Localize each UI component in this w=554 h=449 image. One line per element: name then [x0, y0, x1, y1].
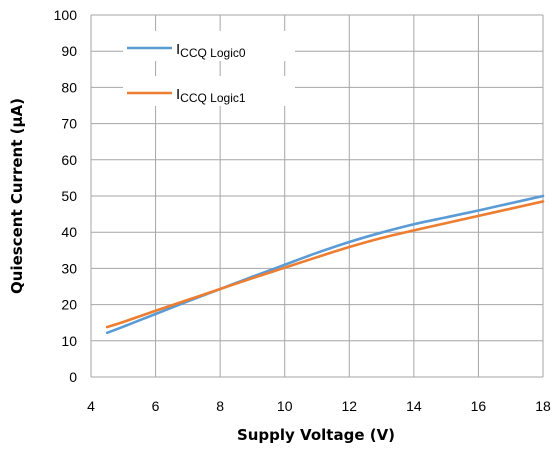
x-tick-labels: 4 6 8 10 12 14 16 18: [87, 398, 551, 414]
legend-label-main: I: [176, 86, 180, 103]
legend-entry-background: [123, 31, 295, 61]
x-tick-label-4: 4: [87, 398, 95, 414]
x-tick-label-8: 8: [216, 398, 224, 414]
grid-lines: [90, 14, 544, 378]
y-tick-label-50: 50: [61, 188, 77, 204]
y-tick-label-40: 40: [61, 224, 77, 240]
legend-label-main: I: [176, 41, 180, 58]
x-axis-title: Supply Voltage (V): [237, 426, 395, 444]
legend-label-subscript: CCQ Logic0: [180, 46, 246, 60]
y-tick-label-80: 80: [61, 79, 77, 95]
legend-label-ccq-logic1: ICCQ Logic1: [176, 86, 246, 105]
x-tick-label-6: 6: [152, 398, 160, 414]
y-tick-label-10: 10: [61, 333, 77, 349]
series-line-ccq-logic1: [105, 200, 545, 329]
y-tick-label-30: 30: [61, 260, 77, 276]
y-tick-label-90: 90: [61, 43, 77, 59]
y-tick-label-60: 60: [61, 152, 77, 168]
series-lines: [105, 194, 545, 335]
y-tick-labels: 0 10 20 30 40 50 60 70 80 90 100: [54, 7, 78, 385]
x-tick-label-12: 12: [341, 398, 357, 414]
y-tick-label-70: 70: [61, 116, 77, 132]
x-tick-label-16: 16: [471, 398, 487, 414]
y-axis-title: Quiescent Current (µA): [8, 98, 26, 294]
y-tick-label-0: 0: [69, 369, 77, 385]
y-tick-label-100: 100: [54, 7, 78, 23]
legend-label-ccq-logic0: ICCQ Logic0: [176, 41, 246, 60]
x-tick-label-18: 18: [535, 398, 551, 414]
legend-entry-background: [123, 76, 295, 106]
y-tick-label-20: 20: [61, 297, 77, 313]
x-tick-label-14: 14: [406, 398, 422, 414]
x-tick-label-10: 10: [277, 398, 293, 414]
series-line-ccq-logic0: [105, 194, 545, 335]
legend-label-subscript: CCQ Logic1: [180, 91, 246, 105]
